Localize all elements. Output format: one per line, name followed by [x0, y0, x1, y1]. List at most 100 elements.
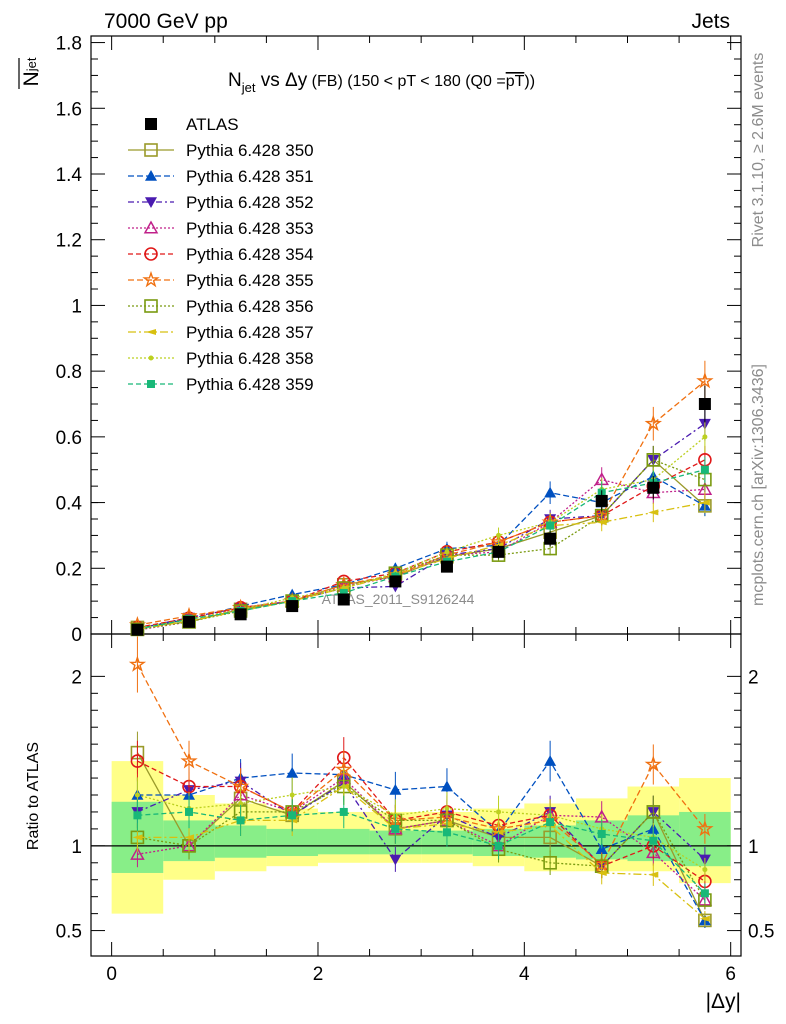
data-point — [546, 818, 555, 827]
data-point — [595, 843, 608, 855]
legend-label: Pythia 6.428 352 — [186, 193, 314, 212]
data-point — [440, 780, 453, 792]
data-point — [696, 371, 714, 389]
x-tick-label: 0 — [106, 964, 117, 985]
series-line — [137, 756, 706, 882]
data-point — [234, 608, 247, 621]
ratio-y-tick-label-right: 1 — [748, 837, 759, 858]
data-point — [341, 784, 347, 790]
data-point — [496, 809, 502, 815]
legend-entry: Pythia 6.428 352 — [128, 193, 314, 212]
data-point — [144, 247, 158, 261]
series-atlas — [131, 385, 711, 636]
data-point — [648, 871, 659, 878]
legend-entry: ATLAS — [145, 115, 239, 134]
data-point — [444, 806, 450, 812]
data-point — [492, 545, 505, 558]
main-ylabel: Njet — [18, 57, 43, 89]
data-point — [596, 869, 607, 876]
data-point — [442, 828, 451, 837]
y-tick-label: 0.6 — [56, 428, 82, 449]
legend-label: Pythia 6.428 355 — [186, 271, 314, 290]
data-point — [144, 143, 158, 157]
data-point — [444, 549, 450, 555]
data-point — [597, 829, 606, 838]
data-point — [644, 414, 663, 432]
data-point — [546, 521, 555, 530]
data-point — [698, 398, 711, 410]
title-cond: (150 < pT < 180 (Q0 = — [343, 73, 506, 90]
legend-entry: Pythia 6.428 354 — [128, 245, 314, 264]
data-point — [180, 752, 198, 769]
data-point — [699, 915, 710, 922]
energy-label: 7000 GeV pp — [104, 10, 228, 33]
svg-text:Njet: Njet — [20, 57, 43, 86]
data-point — [646, 805, 661, 819]
data-point — [339, 588, 348, 597]
series-line — [137, 469, 706, 630]
legend-label: Pythia 6.428 353 — [186, 219, 314, 238]
data-point — [596, 519, 607, 526]
series-line — [137, 478, 705, 631]
legend-entry: Pythia 6.428 356 — [128, 297, 314, 316]
data-point — [494, 841, 503, 850]
x-tick-label: 6 — [725, 964, 736, 985]
series-line — [137, 777, 706, 901]
data-point — [337, 593, 350, 606]
y-tick-label: 0 — [71, 625, 82, 646]
legend-entry: Pythia 6.428 358 — [128, 349, 314, 368]
ratio-y-tick-label: 0.5 — [56, 922, 82, 943]
data-point — [146, 329, 156, 335]
data-point — [696, 819, 714, 837]
title-small: (FB) — [307, 73, 343, 90]
data-point — [147, 380, 155, 388]
data-point — [131, 623, 144, 636]
data-point — [145, 197, 157, 208]
data-point — [700, 465, 709, 474]
main-ylabel-sub: jet — [24, 57, 39, 72]
data-point — [148, 355, 154, 361]
data-point — [183, 615, 196, 628]
series-line — [137, 475, 706, 629]
rivet-version-label: Rivet 3.1.10, ≥ 2.6M events — [750, 53, 767, 248]
data-point — [496, 532, 502, 538]
data-point — [339, 807, 348, 816]
data-point — [185, 807, 194, 816]
y-tick-label: 1.2 — [56, 231, 82, 252]
legend-label: Pythia 6.428 350 — [186, 141, 314, 160]
data-point — [647, 481, 660, 494]
data-point — [134, 792, 140, 798]
legend-label: Pythia 6.428 356 — [186, 297, 314, 316]
legend-entry: Pythia 6.428 359 — [128, 375, 314, 394]
series-line — [137, 380, 706, 626]
y-tick-label: 0.4 — [56, 494, 83, 515]
ratio-y-tick-label-right: 2 — [748, 667, 759, 688]
data-point — [144, 299, 158, 313]
y-tick-label: 0.2 — [56, 559, 82, 580]
series-line — [136, 664, 706, 866]
title-mid: vs Δy — [255, 70, 307, 91]
process-label: Jets — [691, 10, 730, 33]
data-point — [595, 494, 608, 507]
mcplots-label: mcplots.cern.ch [arXiv:1306.3436] — [750, 364, 767, 606]
series-line — [137, 436, 706, 630]
data-point — [702, 867, 708, 873]
data-point — [644, 755, 663, 772]
series-pythia-6-428-359 — [133, 795, 709, 904]
data-point — [544, 755, 557, 766]
ratio-ylabel: Ratio to ATLAS — [25, 742, 42, 850]
data-point — [130, 754, 145, 768]
data-point — [286, 600, 299, 613]
title-sub: jet — [241, 80, 256, 95]
legend-entry: Pythia 6.428 357 — [128, 323, 314, 342]
y-tick-label: 1.8 — [56, 34, 82, 55]
legend-label: Pythia 6.428 358 — [186, 349, 314, 368]
data-point — [133, 811, 142, 820]
y-tick-label: 1 — [71, 296, 82, 317]
analysis-watermark: ATLAS_2011_S9126244 — [322, 591, 475, 607]
data-point — [145, 118, 157, 130]
data-point — [700, 889, 709, 898]
data-point — [289, 792, 295, 798]
data-point — [648, 509, 659, 516]
